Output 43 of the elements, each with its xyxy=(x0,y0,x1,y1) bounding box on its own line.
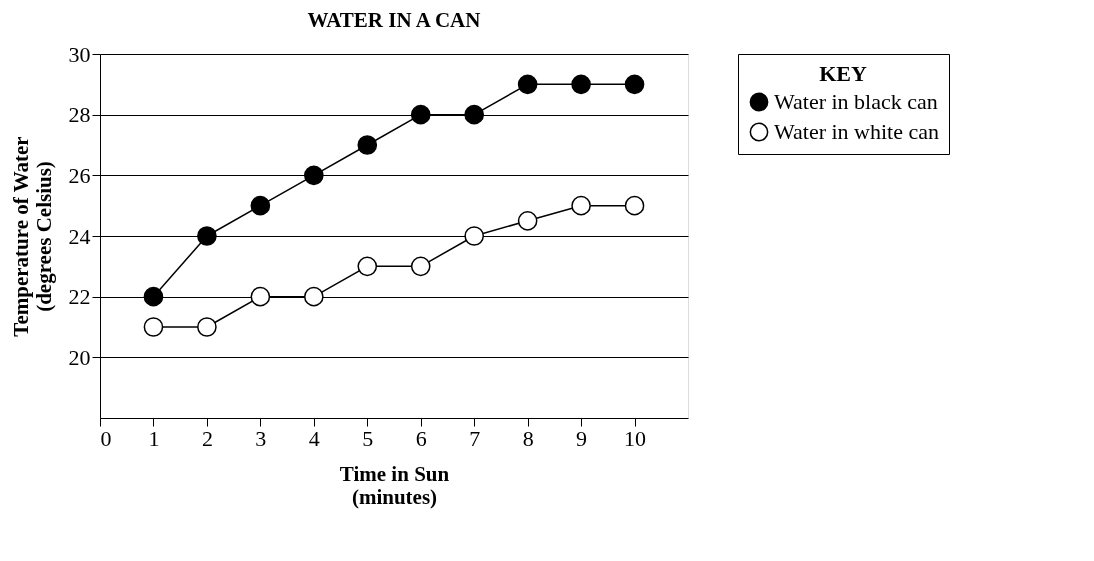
point xyxy=(410,104,431,125)
point xyxy=(464,226,485,246)
point xyxy=(197,317,217,337)
y-tick-label: 30 xyxy=(68,41,91,67)
x-tick-label: 9 xyxy=(576,425,588,451)
y-axis-title: Temperature of Water (degrees Celsius) xyxy=(8,136,56,337)
x-tick-label: 2 xyxy=(201,425,213,451)
point xyxy=(624,74,645,95)
point xyxy=(303,165,324,186)
x-tick-label: 5 xyxy=(362,425,374,451)
x-tick-label: 1 xyxy=(148,425,160,451)
point xyxy=(143,286,164,307)
x-tick-label: 6 xyxy=(415,425,427,451)
point xyxy=(571,195,591,216)
x-tick-label: 10 xyxy=(624,425,647,451)
point xyxy=(517,74,538,95)
y-tick-label: 28 xyxy=(68,102,91,128)
point xyxy=(624,195,645,216)
point xyxy=(250,195,271,216)
x-tick-label: 0 xyxy=(100,425,112,451)
point xyxy=(357,135,378,155)
point xyxy=(410,256,431,277)
legend-label: Water in black can xyxy=(774,89,938,114)
x-tick-label: 8 xyxy=(522,425,534,451)
point xyxy=(303,286,324,307)
x-tick-label: 3 xyxy=(255,425,267,451)
point xyxy=(464,104,485,125)
legend-title: KEY xyxy=(819,61,867,86)
chart-title: WATER IN A CAN xyxy=(307,8,481,32)
point xyxy=(250,286,271,307)
point xyxy=(357,256,378,277)
legend-label: Water in white can xyxy=(774,119,939,144)
point xyxy=(571,74,591,95)
y-tick-label: 22 xyxy=(68,284,91,310)
y-tick-label: 20 xyxy=(68,344,91,370)
point xyxy=(517,211,538,231)
x-tick-label: 7 xyxy=(469,425,481,451)
point xyxy=(197,226,217,246)
point xyxy=(143,317,164,337)
x-axis-title: Time in Sun (minutes) xyxy=(339,461,450,509)
y-tick-label: 24 xyxy=(68,223,91,249)
y-tick-label: 26 xyxy=(68,162,91,188)
x-tick-label: 4 xyxy=(308,425,320,451)
